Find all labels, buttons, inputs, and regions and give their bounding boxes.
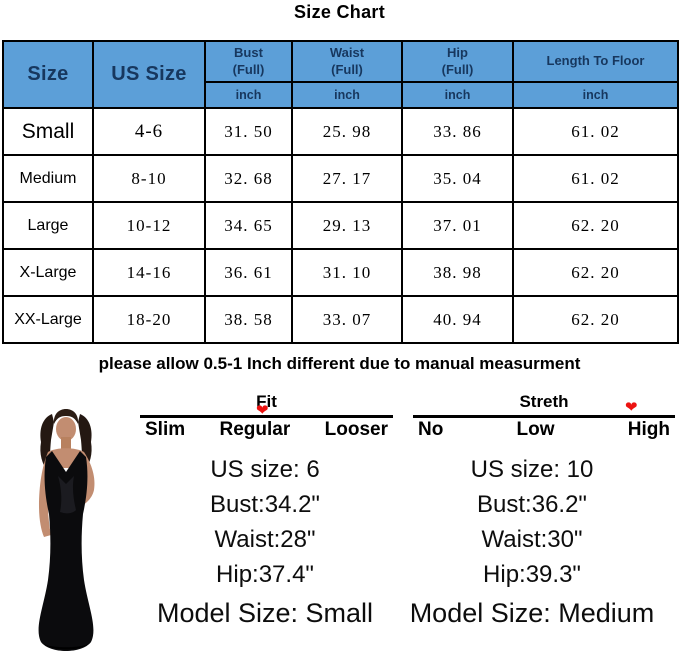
cell-size: X-Large — [2, 248, 94, 297]
heart-icon: ❤ — [625, 399, 638, 416]
model-size-label: Model Size: Small — [156, 598, 374, 628]
fit-scale-title: Fit — [256, 392, 277, 411]
unit-bust: inch — [204, 81, 293, 109]
cell-size: Medium — [2, 154, 94, 203]
model-details-small: US size: 6 Bust:34.2" Waist:28" Hip:37.4… — [140, 452, 390, 632]
cell-hip: 37. 01 — [401, 201, 514, 250]
cell-us-size: 10-12 — [92, 201, 206, 250]
cell-length: 62. 20 — [512, 248, 679, 297]
cell-waist: 27. 17 — [291, 154, 403, 203]
cell-size: Large — [2, 201, 94, 250]
unit-hip: inch — [401, 81, 514, 109]
model-details-medium: US size: 10 Bust:36.2" Waist:30" Hip:39.… — [402, 452, 662, 632]
table-row-x-large: X-Large 14-16 36. 61 31. 10 38. 98 62. 2… — [2, 248, 679, 297]
fit-scale-line — [140, 415, 393, 418]
cell-hip: 33. 86 — [401, 107, 514, 156]
col-header-waist-sub: (Full) — [331, 61, 363, 77]
model-size-label: Model Size: Medium — [409, 598, 655, 628]
col-header-bust-label: Bust — [234, 44, 263, 60]
model-waist: Waist:30" — [481, 526, 583, 553]
cell-waist: 31. 10 — [291, 248, 403, 297]
table-unit-row: inch inch inch inch — [3, 81, 679, 109]
measurement-note: please allow 0.5-1 Inch different due to… — [98, 354, 581, 373]
stretch-scale-labels: No Low High — [413, 418, 675, 441]
cell-hip: 40. 94 — [401, 295, 514, 344]
fit-option-slim: Slim — [145, 419, 186, 440]
table-row-medium: Medium 8-10 32. 68 27. 17 35. 04 61. 02 — [2, 154, 679, 203]
fit-option-regular: Regular — [219, 419, 291, 440]
table-row-large: Large 10-12 34. 65 29. 13 37. 01 62. 20 — [2, 201, 679, 250]
size-chart-table: Size US Size Bust (Full) Waist (Full) Hi… — [2, 40, 679, 344]
table-row-small: Small 4-6 31. 50 25. 98 33. 86 61. 02 — [2, 107, 679, 156]
model-photo-black-dress — [38, 409, 95, 651]
table-row-xx-large: XX-Large 18-20 38. 58 33. 07 40. 94 62. … — [2, 295, 679, 344]
cell-length: 62. 20 — [512, 201, 679, 250]
col-header-size: Size — [2, 40, 94, 109]
heart-icon: ❤ — [256, 402, 269, 419]
model-hip: Hip:37.4" — [216, 561, 314, 588]
model-hip: Hip:39.3" — [483, 561, 581, 588]
col-header-hip: Hip (Full) — [401, 40, 514, 83]
stretch-option-high: High — [627, 419, 670, 440]
cell-hip: 35. 04 — [401, 154, 514, 203]
cell-bust: 32. 68 — [204, 154, 293, 203]
stretch-option-low: Low — [516, 419, 555, 440]
col-header-waist: Waist (Full) — [291, 40, 403, 83]
cell-length: 61. 02 — [512, 154, 679, 203]
fit-scale: Fit ❤ Slim Regular Looser — [140, 392, 393, 441]
cell-hip: 38. 98 — [401, 248, 514, 297]
unit-length: inch — [512, 81, 679, 109]
cell-us-size: 8-10 — [92, 154, 206, 203]
cell-waist: 33. 07 — [291, 295, 403, 344]
cell-bust: 36. 61 — [204, 248, 293, 297]
stretch-scale-line — [413, 415, 675, 418]
col-header-bust: Bust (Full) — [204, 40, 293, 83]
col-header-hip-label: Hip — [447, 44, 468, 60]
unit-waist: inch — [291, 81, 403, 109]
cell-us-size: 18-20 — [92, 295, 206, 344]
stretch-option-no: No — [418, 419, 444, 440]
table-header-row: Size US Size Bust (Full) Waist (Full) Hi… — [2, 40, 679, 109]
cell-bust: 38. 58 — [204, 295, 293, 344]
cell-waist: 29. 13 — [291, 201, 403, 250]
col-header-us-size: US Size — [92, 40, 206, 109]
col-header-bust-sub: (Full) — [232, 61, 265, 77]
stretch-scale-title: Streth — [519, 392, 569, 411]
model-waist: Waist:28" — [214, 526, 316, 553]
cell-length: 62. 20 — [512, 295, 679, 344]
cell-waist: 25. 98 — [291, 107, 403, 156]
col-header-length-label: Length To Floor — [546, 53, 645, 69]
fit-scale-labels: Slim Regular Looser — [140, 418, 393, 441]
cell-length: 61. 02 — [512, 107, 679, 156]
model-us-size: US size: 10 — [470, 456, 594, 483]
page-title: Size Chart — [293, 2, 386, 22]
model-us-size: US size: 6 — [210, 456, 320, 483]
stretch-scale: Streth ❤ No Low High — [413, 392, 675, 441]
col-header-waist-label: Waist — [329, 44, 365, 60]
fit-option-looser: Looser — [324, 419, 388, 440]
cell-us-size: 4-6 — [92, 107, 206, 156]
cell-size: Small — [2, 107, 94, 156]
col-header-length: Length To Floor — [512, 40, 679, 83]
cell-us-size: 14-16 — [92, 248, 206, 297]
cell-bust: 31. 50 — [204, 107, 293, 156]
cell-bust: 34. 65 — [204, 201, 293, 250]
model-bust: Bust:36.2" — [477, 491, 587, 518]
cell-size: XX-Large — [2, 295, 94, 344]
col-header-hip-sub: (Full) — [441, 61, 474, 77]
model-bust: Bust:34.2" — [210, 491, 320, 518]
